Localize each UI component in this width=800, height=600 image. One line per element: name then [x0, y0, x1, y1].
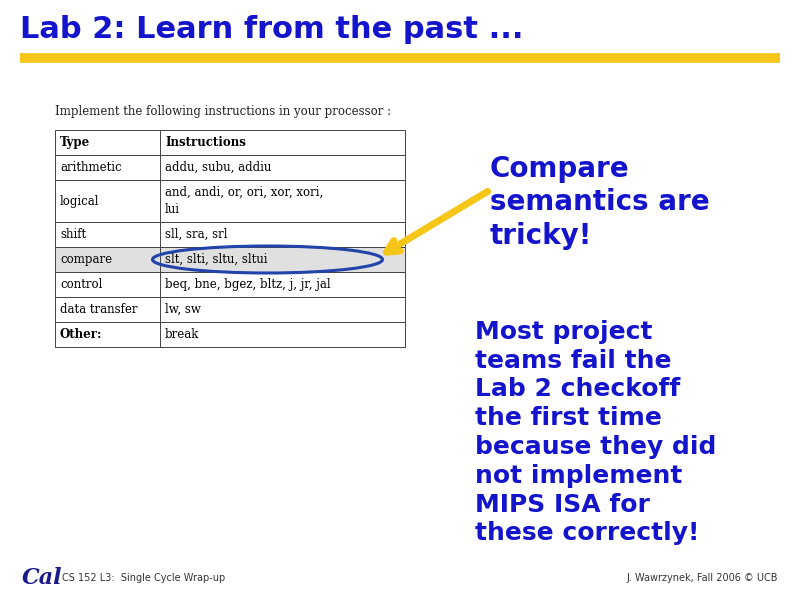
Text: logical: logical — [60, 194, 99, 208]
Text: slt, slti, sltu, sltui: slt, slti, sltu, sltui — [165, 253, 267, 266]
Bar — [55, 180, 405, 222]
Bar — [55, 297, 405, 322]
Text: Implement the following instructions in your processor :: Implement the following instructions in … — [55, 105, 391, 118]
Text: J. Wawrzynek, Fall 2006 © UCB: J. Wawrzynek, Fall 2006 © UCB — [626, 573, 778, 583]
Bar — [55, 222, 405, 247]
Text: control: control — [60, 278, 102, 291]
Text: lw, sw: lw, sw — [165, 303, 201, 316]
Bar — [55, 130, 405, 155]
Text: arithmetic: arithmetic — [60, 161, 122, 174]
Text: addu, subu, addiu: addu, subu, addiu — [165, 161, 271, 174]
Bar — [55, 155, 405, 180]
Text: Instructions: Instructions — [165, 136, 246, 149]
Text: Cal: Cal — [22, 567, 62, 589]
Text: compare: compare — [60, 253, 112, 266]
Bar — [55, 322, 405, 347]
Text: Most project
teams fail the
Lab 2 checkoff
the first time
because they did
not i: Most project teams fail the Lab 2 checko… — [475, 320, 716, 545]
Text: break: break — [165, 328, 199, 341]
Text: CS 152 L3:  Single Cycle Wrap-up: CS 152 L3: Single Cycle Wrap-up — [62, 573, 226, 583]
Text: and, andi, or, ori, xor, xori,
lui: and, andi, or, ori, xor, xori, lui — [165, 186, 323, 216]
Bar — [55, 272, 405, 297]
Bar — [55, 247, 405, 272]
Text: shift: shift — [60, 228, 86, 241]
Text: beq, bne, bgez, bltz, j, jr, jal: beq, bne, bgez, bltz, j, jr, jal — [165, 278, 330, 291]
Text: Type: Type — [60, 136, 90, 149]
Text: Compare
semantics are
tricky!: Compare semantics are tricky! — [490, 155, 710, 250]
Text: Lab 2: Learn from the past ...: Lab 2: Learn from the past ... — [20, 16, 523, 44]
Text: data transfer: data transfer — [60, 303, 138, 316]
Text: sll, sra, srl: sll, sra, srl — [165, 228, 227, 241]
Bar — [55, 247, 405, 272]
Text: Other:: Other: — [60, 328, 102, 341]
